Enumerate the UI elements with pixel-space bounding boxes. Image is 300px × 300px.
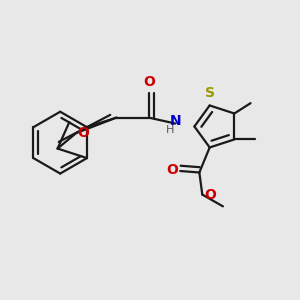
Text: O: O	[143, 75, 155, 89]
Text: O: O	[78, 126, 89, 140]
Text: O: O	[166, 163, 178, 176]
Text: N: N	[170, 114, 182, 128]
Text: H: H	[166, 125, 174, 135]
Text: S: S	[205, 86, 215, 100]
Text: O: O	[205, 188, 217, 202]
